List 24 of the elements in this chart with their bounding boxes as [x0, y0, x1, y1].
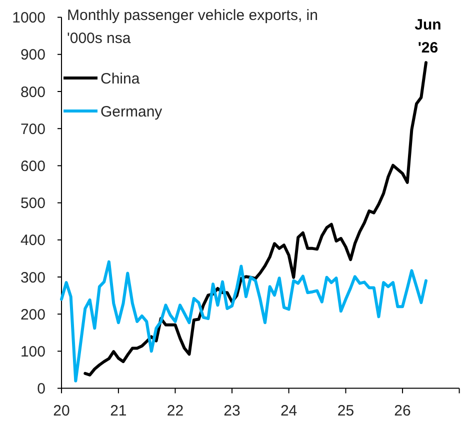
x-tick-label: 24	[280, 402, 298, 420]
y-tick-label: 900	[20, 46, 46, 64]
annotation: Jun '26	[414, 16, 442, 57]
legend-label: China	[100, 70, 140, 88]
line-series	[60, 260, 428, 382]
x-tick-label: 22	[166, 402, 184, 420]
y-tick-label: 100	[20, 343, 46, 360]
y-tick-label: 0	[37, 380, 46, 398]
y-tick-label: 300	[20, 269, 46, 286]
chart-title: Monthly passenger vehicle exports, in '000s nsa	[67, 7, 318, 47]
y-tick-label: 400	[20, 232, 46, 250]
x-tick-label: 23	[224, 402, 240, 420]
y-tick-label: 700	[20, 120, 46, 138]
x-tick-label: 26	[394, 402, 411, 420]
legend-label: Germany	[100, 103, 163, 120]
y-tick-label: 600	[20, 158, 46, 175]
x-tick-label: 25	[337, 402, 354, 420]
y-tick-label: 200	[20, 306, 46, 324]
y-tick-label: 500	[20, 195, 46, 212]
x-tick-label: 20	[53, 402, 70, 420]
line-series	[84, 61, 428, 376]
y-tick-label: 1000	[12, 10, 46, 27]
y-tick-label: 800	[20, 84, 46, 101]
x-tick-label: 21	[110, 402, 127, 420]
